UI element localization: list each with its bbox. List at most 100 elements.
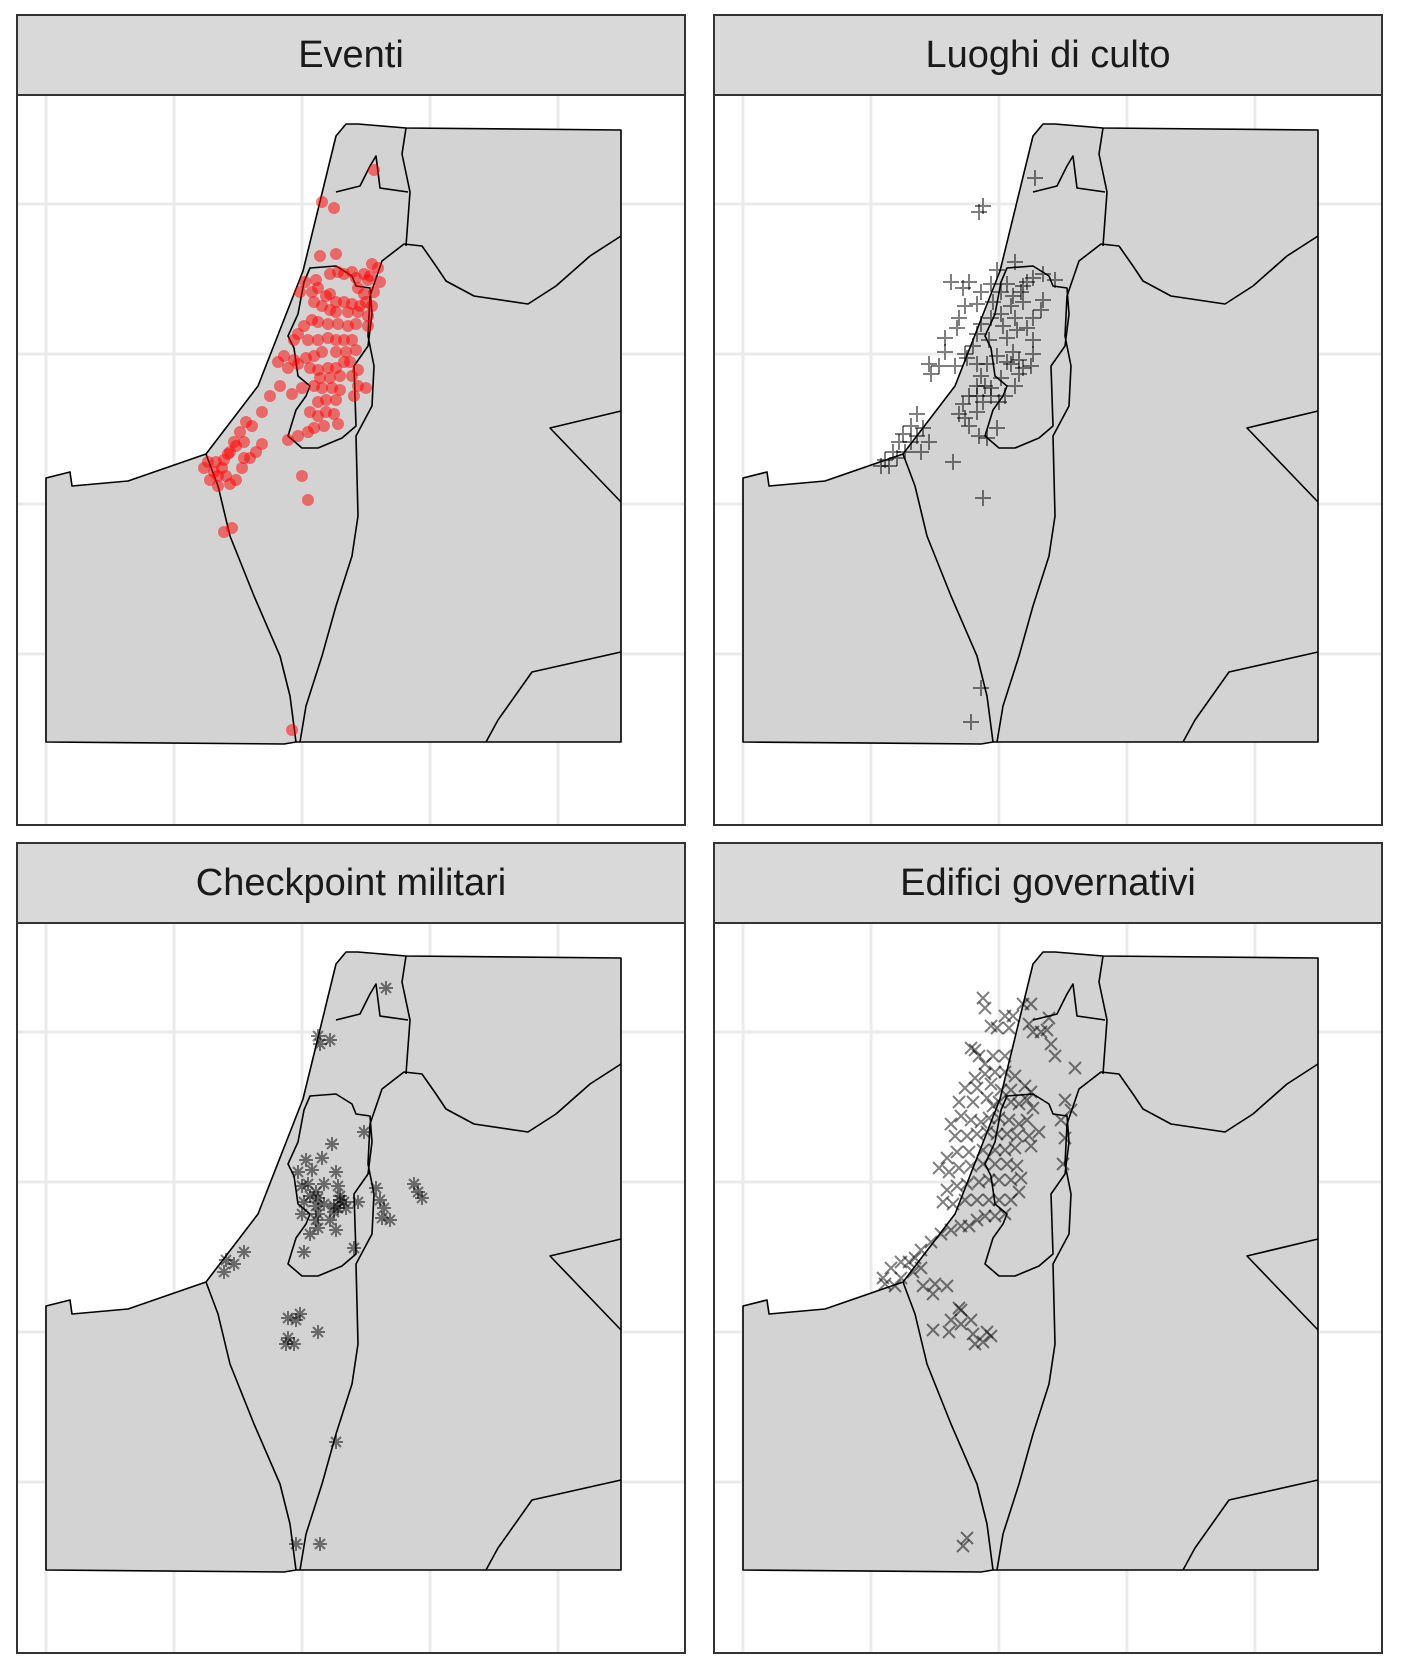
- checkpoint-marker: [311, 1029, 325, 1043]
- worship-place-marker: [903, 418, 919, 434]
- government-building-marker: [964, 1041, 978, 1055]
- worship-place-marker: [969, 388, 985, 404]
- worship-place-marker: [937, 330, 953, 346]
- event-point: [328, 202, 340, 214]
- checkpoint-marker: [325, 1137, 339, 1151]
- checkpoint-marker: [291, 1165, 305, 1179]
- event-point: [306, 286, 318, 298]
- government-building-marker: [962, 1145, 976, 1159]
- government-building-marker: [908, 1251, 922, 1265]
- government-building-marker: [980, 1091, 994, 1105]
- government-building-marker: [1026, 1101, 1040, 1115]
- event-point: [340, 346, 352, 358]
- worship-place-marker: [937, 344, 953, 360]
- worship-place-marker: [955, 280, 971, 296]
- checkpoint-marker: [295, 1179, 309, 1193]
- government-building-marker: [970, 1213, 984, 1227]
- event-point: [330, 248, 342, 260]
- worship-place-marker: [995, 318, 1011, 334]
- event-point: [368, 286, 380, 298]
- worship-place-marker: [969, 326, 985, 342]
- government-building-marker: [964, 1159, 978, 1173]
- event-point: [360, 382, 372, 394]
- border-line: [1098, 955, 1108, 1075]
- worship-place-marker: [993, 284, 1009, 300]
- government-building-marker: [1004, 1095, 1018, 1109]
- map-plot-luoghi-di-culto: [715, 96, 1381, 824]
- government-building-marker: [1020, 1093, 1034, 1107]
- government-building-marker: [970, 1193, 984, 1207]
- government-building-marker: [990, 1021, 1004, 1035]
- government-building-marker: [992, 1193, 1006, 1207]
- checkpoint-marker: [311, 1207, 325, 1221]
- worship-place-marker: [957, 298, 973, 314]
- worship-place-marker: [999, 354, 1015, 370]
- checkpoint-marker: [327, 1199, 341, 1213]
- government-building-marker: [932, 1161, 946, 1175]
- government-building-marker: [946, 1197, 960, 1211]
- event-point: [320, 290, 332, 302]
- event-point: [286, 388, 298, 400]
- border-line: [1182, 1479, 1319, 1571]
- government-building-marker: [958, 1081, 972, 1095]
- worship-place-marker: [1019, 320, 1035, 336]
- worship-place-marker: [1025, 332, 1041, 348]
- government-building-marker: [986, 1049, 1000, 1063]
- event-point: [212, 480, 224, 492]
- government-building-marker: [982, 1193, 996, 1207]
- checkpoint-marker: [227, 1257, 241, 1271]
- government-building-marker: [994, 1083, 1008, 1097]
- event-point: [238, 452, 250, 464]
- government-building-marker: [976, 1143, 990, 1157]
- event-point: [288, 334, 300, 346]
- event-point: [296, 470, 308, 482]
- checkpoint-marker: [329, 1435, 343, 1449]
- government-building-marker: [954, 1303, 968, 1317]
- government-building-marker: [978, 1209, 992, 1223]
- checkpoint-marker: [357, 1125, 371, 1139]
- government-building-marker: [992, 1173, 1006, 1187]
- worship-place-marker: [1015, 360, 1031, 376]
- checkpoint-marker: [309, 1185, 323, 1199]
- government-building-marker: [1068, 1061, 1082, 1075]
- worship-place-marker: [971, 204, 987, 220]
- map-plot-checkpoint-militari: [18, 924, 684, 1652]
- worship-place-marker: [959, 350, 975, 366]
- event-point: [350, 344, 362, 356]
- event-point: [312, 334, 324, 346]
- facet-panel-edifici-governativi: Edifici governativi: [713, 842, 1383, 1654]
- government-building-marker: [950, 1179, 964, 1193]
- worship-place-marker: [983, 310, 999, 326]
- event-point: [342, 306, 354, 318]
- worship-place-marker: [931, 358, 947, 374]
- event-point: [312, 396, 324, 408]
- government-building-marker: [914, 1243, 928, 1257]
- event-point: [330, 346, 342, 358]
- worship-place-marker: [999, 330, 1015, 346]
- worship-place-marker: [1035, 266, 1051, 282]
- checkpoint-marker: [303, 1189, 317, 1203]
- border-line: [485, 1479, 622, 1571]
- government-building-marker: [1056, 1157, 1070, 1171]
- map-svg-edifici-governativi: [715, 924, 1381, 1652]
- government-building-marker: [986, 1099, 1000, 1113]
- worship-place-marker: [913, 444, 929, 460]
- government-building-marker: [988, 1209, 1002, 1223]
- event-point: [330, 306, 342, 318]
- checkpoint-marker: [347, 1241, 361, 1255]
- checkpoint-marker: [219, 1253, 233, 1267]
- event-point: [344, 356, 356, 368]
- event-point: [282, 434, 294, 446]
- event-point: [224, 478, 236, 490]
- event-point: [294, 286, 306, 298]
- worship-place-marker: [881, 458, 897, 474]
- government-building-marker: [916, 1279, 930, 1293]
- event-point: [348, 390, 360, 402]
- checkpoint-marker: [323, 1033, 337, 1047]
- government-building-marker: [1040, 1023, 1054, 1037]
- government-building-marker: [952, 1095, 966, 1109]
- government-building-marker: [1024, 1139, 1038, 1153]
- checkpoint-marker: [303, 1227, 317, 1241]
- worship-place-marker: [943, 274, 959, 290]
- government-building-marker: [914, 1261, 928, 1275]
